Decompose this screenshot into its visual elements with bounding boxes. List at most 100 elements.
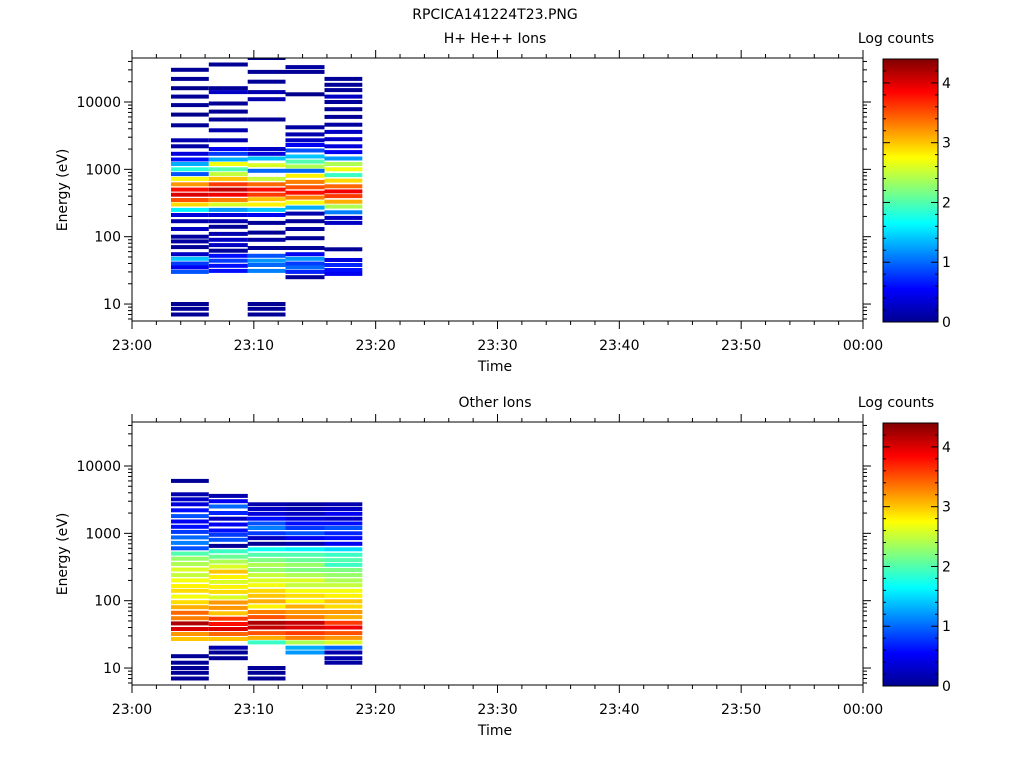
heatmap-cell (247, 516, 286, 521)
y-tick-label: 100 (94, 230, 121, 246)
heatmap-cell (171, 172, 209, 177)
heatmap-cell (247, 182, 286, 187)
heatmap-cell (247, 90, 286, 95)
x-tick-label: 23:10 (234, 702, 274, 718)
heatmap-cell (208, 258, 248, 263)
heatmap-cell (285, 573, 325, 578)
x-tick-label: 23:20 (355, 702, 395, 718)
heatmap-cell (324, 578, 363, 583)
x-tick-label: 23:30 (477, 702, 517, 718)
heatmap-cell (208, 176, 248, 181)
heatmap-cell (208, 537, 248, 542)
heatmap-cell (285, 256, 325, 261)
heatmap-cell (324, 635, 363, 640)
heatmap-cell (324, 173, 363, 178)
heatmap-cell (247, 147, 286, 151)
heatmap-cell (208, 263, 248, 268)
heatmap-cell (208, 224, 248, 229)
heatmap-cell (247, 588, 286, 593)
heatmap-cell (171, 535, 209, 540)
heatmap-cell (324, 615, 363, 620)
heatmap-cell (208, 147, 248, 151)
heatmap-cell (247, 97, 286, 102)
heatmap-cell (171, 227, 209, 231)
heatmap-cell (171, 265, 209, 270)
heatmap-cell (208, 616, 248, 621)
heatmap-cell (208, 86, 248, 91)
heatmap-cell (285, 269, 325, 274)
heatmap-cell (208, 219, 248, 224)
heatmap-cell (285, 261, 325, 266)
heatmap-cell (171, 94, 209, 99)
heatmap-cell (247, 230, 286, 235)
heatmap-cell (208, 151, 248, 156)
heatmap-cell (171, 306, 209, 311)
heatmap-cell (324, 502, 363, 507)
heatmap-cell (208, 522, 248, 527)
heatmap-cell (247, 531, 286, 536)
heatmap-cell (285, 143, 325, 147)
heatmap-cell (171, 660, 209, 665)
heatmap-cell (208, 101, 248, 106)
heatmap-cell (324, 189, 363, 194)
heatmap-cell (285, 578, 325, 583)
heatmap-cell (247, 604, 286, 609)
heatmap-cell (171, 138, 209, 143)
heatmap-cell (171, 519, 209, 524)
heatmap-cell (247, 625, 286, 630)
heatmap-cell (208, 207, 248, 212)
heatmap-cell (171, 261, 209, 266)
heatmap-cell (285, 246, 325, 250)
heatmap-cell (285, 620, 325, 625)
heatmap-cell (324, 625, 363, 630)
heatmap-cell (285, 568, 325, 572)
heatmap-cell (171, 187, 209, 192)
y-axis-label: Energy (eV) (55, 149, 71, 232)
heatmap-cell (208, 493, 248, 498)
heatmap-cell (171, 578, 209, 583)
heatmap-cell (324, 650, 363, 655)
colorbar (882, 58, 939, 323)
heatmap-cell (247, 220, 286, 225)
heatmap-cell (171, 670, 209, 675)
heatmap-cell (208, 237, 248, 242)
heatmap-cell (247, 151, 286, 156)
heatmap-cell (247, 558, 286, 563)
x-tick-label: 23:50 (721, 702, 761, 718)
heatmap-cell (324, 204, 363, 209)
heatmap-cell (324, 122, 363, 127)
heatmap-cell (171, 302, 209, 306)
heatmap-cell (247, 640, 286, 645)
heatmap-cell (247, 573, 286, 578)
heatmap-cell (208, 231, 248, 236)
heatmap-cell (324, 94, 363, 99)
heatmap-cell (285, 227, 325, 231)
heatmap-cell (324, 220, 363, 225)
heatmap-cell (247, 511, 286, 516)
x-axis-label: Time (477, 723, 512, 739)
heatmap-cell (324, 631, 363, 636)
heatmap-cell (171, 594, 209, 599)
heatmap-cell (208, 167, 248, 172)
heatmap-cell (208, 622, 248, 626)
heatmap-cell (208, 187, 248, 192)
heatmap-cell (324, 541, 363, 546)
heatmap-cell (285, 265, 325, 270)
heatmap-cell (324, 588, 363, 593)
heatmap-cell (247, 562, 286, 567)
heatmap-cell (324, 178, 363, 183)
heatmap-cell (247, 670, 286, 675)
heatmap-cell (285, 552, 325, 557)
heatmap-cell (208, 549, 248, 554)
heatmap-cell (285, 69, 325, 74)
heatmap-cell (208, 138, 248, 143)
heatmap-cell (208, 162, 248, 166)
heatmap-cell (171, 676, 209, 681)
heatmap-cell (324, 184, 363, 189)
heatmap-cell (285, 159, 325, 164)
heatmap-cell (285, 138, 325, 143)
heatmap-cell (171, 252, 209, 257)
heatmap-cell (285, 650, 325, 655)
heatmap-cell (208, 584, 248, 589)
